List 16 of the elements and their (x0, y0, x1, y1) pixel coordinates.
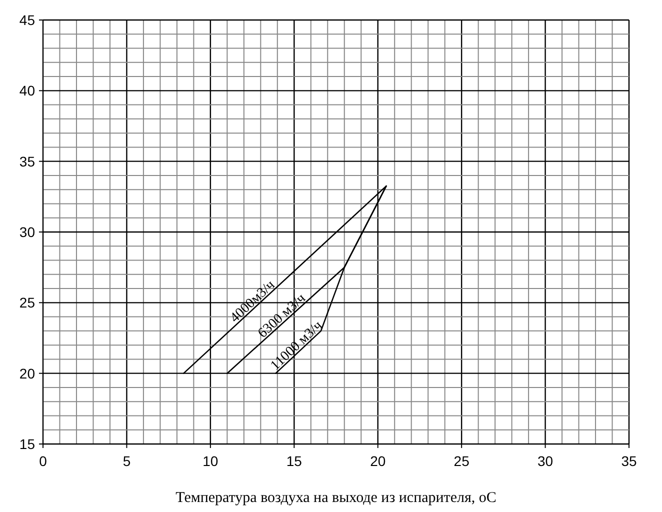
x-tick-label: 15 (286, 453, 302, 469)
x-tick-label: 35 (621, 453, 637, 469)
y-tick-label: 15 (19, 436, 36, 452)
x-tick-label: 20 (370, 453, 386, 469)
y-tick-label: 45 (19, 12, 36, 28)
y-tick-label: 25 (19, 294, 36, 311)
x-axis-title: Температура воздуха на выходе из испарителя, оС (176, 490, 496, 506)
y-tick-label: 30 (19, 224, 36, 240)
y-tick-label: 35 (19, 153, 36, 170)
x-tick-label: 10 (202, 453, 218, 469)
x-tick-label: 30 (537, 453, 554, 469)
y-tick-label: 20 (19, 365, 36, 382)
x-tick-label: 25 (454, 453, 470, 469)
x-tick-label: 5 (122, 453, 131, 469)
y-tick-label: 40 (19, 82, 36, 99)
x-tick-label: 0 (39, 453, 48, 469)
